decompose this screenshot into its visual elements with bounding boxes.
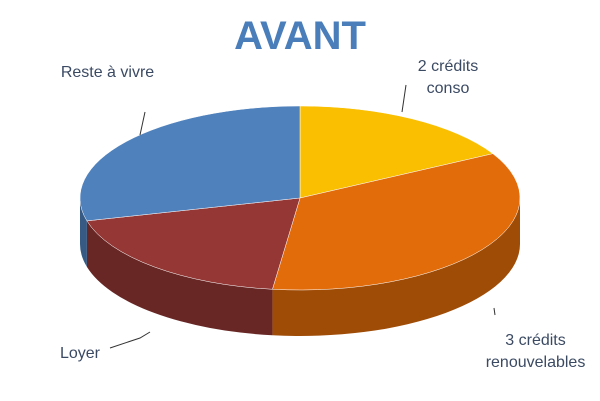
slice bbox=[79, 105, 301, 222]
slice-label: 3 crédits renouvelables bbox=[485, 332, 586, 371]
leader-line bbox=[139, 111, 146, 136]
sides bbox=[80, 198, 520, 336]
chart-title: AVANT bbox=[234, 14, 366, 58]
slice-side bbox=[86, 220, 273, 336]
leader-line bbox=[401, 84, 407, 113]
slice-side bbox=[80, 198, 87, 267]
slice bbox=[299, 105, 494, 199]
slice bbox=[272, 153, 521, 291]
tops bbox=[79, 105, 521, 291]
slice-label: Loyer bbox=[59, 345, 101, 362]
slice-label: 2 crédits conso bbox=[417, 58, 479, 97]
leader-line bbox=[493, 307, 496, 316]
leader-lines bbox=[109, 84, 496, 349]
slice-side bbox=[272, 198, 520, 336]
slice bbox=[86, 197, 301, 290]
slice-label: Reste à vivre bbox=[60, 64, 155, 81]
leader-line bbox=[109, 331, 151, 349]
